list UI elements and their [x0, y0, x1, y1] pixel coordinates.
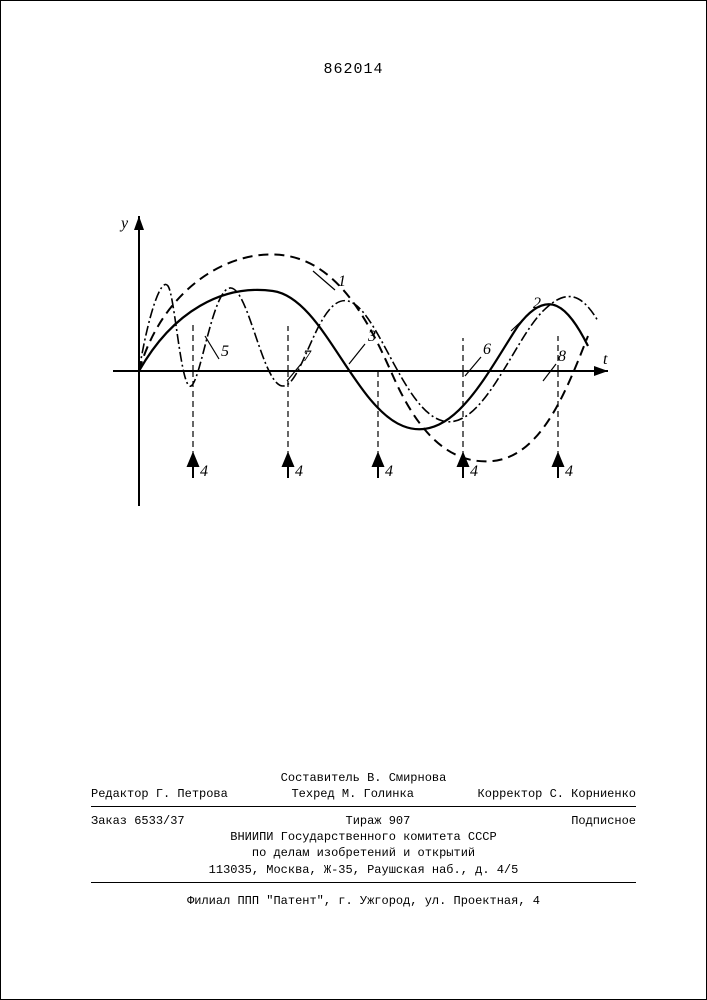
compiler-line: Составитель В. Смирнова: [91, 770, 636, 786]
corrector: Корректор С. Корниенко: [478, 786, 636, 802]
org1: ВНИИПИ Государственного комитета СССР: [91, 829, 636, 845]
techred: Техред М. Голинка: [291, 786, 413, 802]
page: 862014 y t: [0, 0, 707, 1000]
order-line: Заказ 6533/37 Тираж 907 Подписное: [91, 813, 636, 829]
curve-2: [139, 290, 588, 429]
curve-1: [139, 254, 588, 461]
x-axis-label: t: [603, 351, 608, 368]
marker-label-3: 4: [470, 463, 478, 480]
y-axis-label: y: [119, 216, 129, 232]
annotation-1: 1: [338, 273, 346, 290]
marker-label-0: 4: [200, 463, 208, 480]
waveform-chart: y t 1 2 3 5: [113, 216, 613, 506]
address: 113035, Москва, Ж-35, Раушская наб., д. …: [91, 862, 636, 878]
credits-line: Редактор Г. Петрова Техред М. Голинка Ко…: [91, 786, 636, 802]
annotation-3: 3: [367, 328, 376, 345]
rule-1: [91, 806, 636, 807]
tirazh: Тираж 907: [346, 813, 411, 829]
annotation-5: 5: [221, 343, 229, 360]
subscription: Подписное: [571, 813, 636, 829]
annotation-7: 7: [303, 348, 312, 365]
annotation-2: 2: [533, 295, 541, 312]
curve-3: [139, 284, 598, 421]
rule-2: [91, 882, 636, 883]
annotation-6: 6: [483, 341, 491, 358]
filial: Филиал ППП "Патент", г. Ужгород, ул. Про…: [91, 893, 636, 909]
marker-label-4: 4: [565, 463, 573, 480]
marker-label-1: 4: [295, 463, 303, 480]
annotation-8: 8: [558, 348, 566, 365]
editor: Редактор Г. Петрова: [91, 786, 228, 802]
footer: Составитель В. Смирнова Редактор Г. Петр…: [91, 770, 636, 909]
pointer-lines: [205, 271, 556, 381]
org2: по делам изобретений и открытий: [91, 845, 636, 861]
document-number: 862014: [1, 61, 706, 78]
marker-label-2: 4: [385, 463, 393, 480]
order: Заказ 6533/37: [91, 813, 185, 829]
axes: y t: [113, 216, 608, 506]
markers: 4 4 4 4 4: [188, 371, 573, 480]
